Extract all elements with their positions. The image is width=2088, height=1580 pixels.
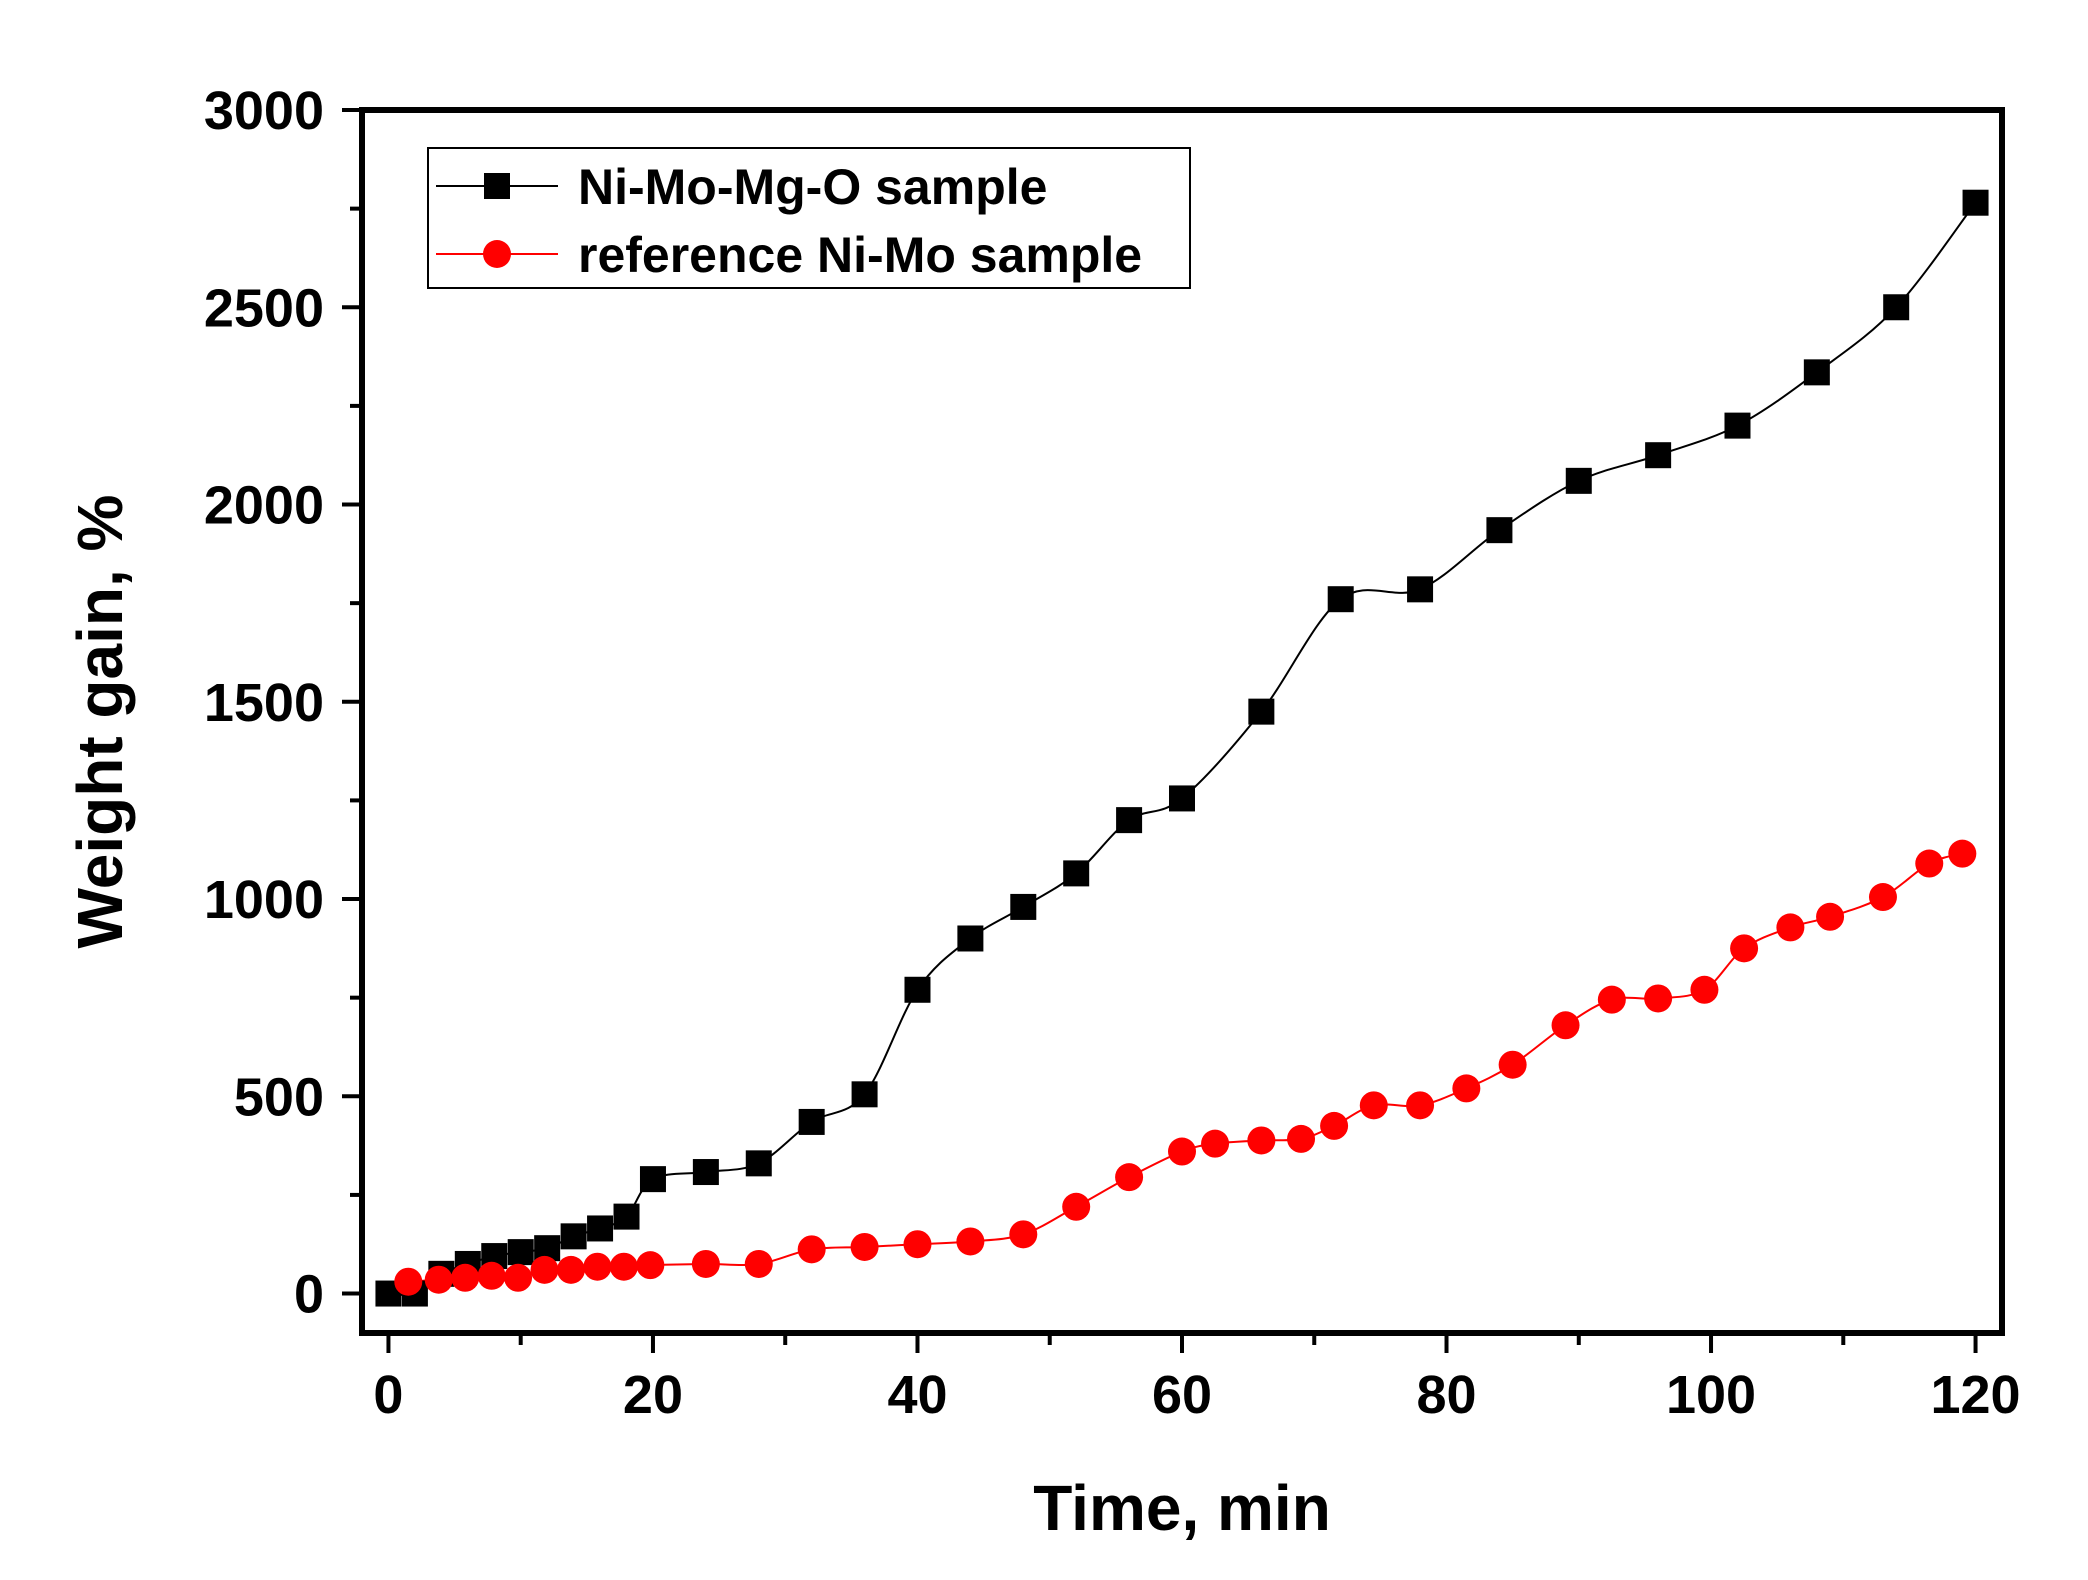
data-point-circle [1452, 1074, 1481, 1103]
data-point-circle [1597, 985, 1626, 1014]
data-point-circle [850, 1232, 879, 1261]
data-point-square [1883, 294, 1910, 321]
data-point-circle [1915, 849, 1944, 878]
data-point-circle [1498, 1050, 1527, 1079]
data-point-square [1116, 807, 1143, 834]
data-point-circle [691, 1249, 720, 1278]
x-tick-label: 120 [1930, 1365, 2020, 1425]
legend-box [427, 147, 1191, 289]
x-tick-label: 40 [887, 1365, 947, 1425]
data-point-circle [1816, 902, 1845, 931]
x-tick-label: 20 [623, 1365, 683, 1425]
y-tick-label: 1000 [204, 870, 324, 930]
axis-ticks: 0 20 40 60 80 100 120 0 500 1000 1500 2000 2500 3000 [204, 81, 2021, 1425]
data-point-circle [903, 1230, 932, 1259]
x-tick-label: 100 [1666, 1365, 1756, 1425]
legend-label: reference Ni-Mo sample [578, 227, 1142, 283]
data-point-circle [609, 1252, 638, 1281]
data-point-square [1010, 893, 1037, 920]
data-point-square [904, 976, 931, 1003]
data-point-square [1063, 860, 1090, 887]
data-point-square [1962, 189, 1989, 216]
data-point-square [692, 1159, 719, 1186]
y-axis-title: Weight gain, % [64, 495, 136, 949]
data-point-square [1724, 412, 1751, 439]
data-point-circle [1644, 984, 1673, 1013]
y-tick-label: 3000 [204, 81, 324, 141]
data-point-square [1327, 586, 1354, 613]
data-point-circle [1320, 1111, 1349, 1140]
legend-label: Ni-Mo-Mg-O sample [578, 159, 1047, 215]
data-point-square [639, 1166, 666, 1193]
data-point-circle [504, 1263, 533, 1292]
series-line-0 [388, 202, 1977, 1296]
data-point-circle [1115, 1163, 1144, 1192]
data-point-circle [797, 1235, 826, 1264]
data-point-square [1248, 698, 1275, 725]
x-tick-label: 60 [1152, 1365, 1212, 1425]
data-point-square [1407, 576, 1434, 603]
data-point-circle [1009, 1220, 1038, 1249]
y-tick-label: 500 [234, 1067, 324, 1127]
y-tick-label: 2500 [204, 278, 324, 338]
data-point-square [1486, 517, 1513, 544]
data-point-circle [1776, 913, 1805, 942]
y-tick-label: 2000 [204, 476, 324, 536]
data-point-square [957, 925, 984, 952]
x-tick-label: 80 [1416, 1365, 1476, 1425]
data-point-circle [1730, 934, 1759, 963]
legend-square-marker [484, 173, 510, 199]
data-point-circle [1868, 883, 1897, 912]
data-point-circle [394, 1267, 423, 1296]
x-tick-label: 0 [373, 1365, 403, 1425]
data-point-circle [1406, 1091, 1435, 1120]
data-point-square [1565, 467, 1592, 494]
data-point-circle [1948, 839, 1977, 868]
data-point-circle [744, 1249, 773, 1278]
legend-circle-marker [483, 240, 511, 268]
data-point-circle [1690, 975, 1719, 1004]
data-point-circle [451, 1263, 480, 1292]
series-markers [375, 189, 1989, 1307]
data-point-square [851, 1081, 878, 1108]
data-point-circle [1551, 1011, 1580, 1040]
data-point-circle [477, 1261, 506, 1290]
data-point-square [798, 1108, 825, 1135]
data-point-square [560, 1223, 587, 1250]
data-point-square [745, 1150, 772, 1177]
data-point-square [1803, 359, 1830, 386]
data-point-circle [530, 1255, 559, 1284]
series-line-1 [408, 852, 1963, 1283]
x-axis-title: Time, min [1033, 1472, 1331, 1544]
legend: Ni-Mo-Mg-O sample reference Ni-Mo sample [427, 147, 1191, 289]
data-point-circle [1201, 1129, 1230, 1158]
data-point-circle [583, 1252, 612, 1281]
data-point-circle [956, 1227, 985, 1256]
y-tick-label: 0 [294, 1265, 324, 1325]
data-point-square [587, 1215, 614, 1242]
data-point-square [613, 1203, 640, 1230]
data-point-circle [1247, 1126, 1276, 1155]
data-point-square [507, 1239, 534, 1266]
data-point-circle [1062, 1192, 1091, 1221]
data-point-square [1169, 785, 1195, 812]
data-point-circle [556, 1255, 585, 1284]
data-point-circle [1287, 1124, 1316, 1153]
y-tick-label: 1500 [204, 673, 324, 733]
data-point-circle [424, 1265, 453, 1294]
data-point-circle [1359, 1091, 1388, 1120]
series-lines [388, 202, 1977, 1296]
data-point-circle [1168, 1137, 1196, 1166]
data-point-circle [636, 1251, 665, 1280]
data-point-square [1645, 442, 1672, 469]
